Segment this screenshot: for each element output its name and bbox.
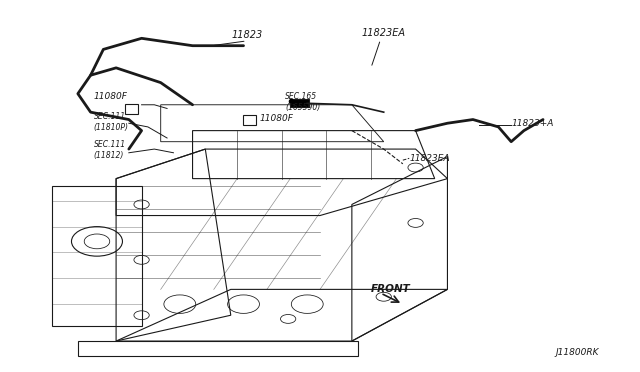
Text: 11080F: 11080F bbox=[94, 92, 127, 101]
Text: 11823+A: 11823+A bbox=[511, 119, 554, 128]
Text: 11823: 11823 bbox=[231, 30, 262, 40]
Text: SEC.165
(165590): SEC.165 (165590) bbox=[285, 92, 320, 112]
FancyBboxPatch shape bbox=[290, 99, 308, 108]
Text: 11080F: 11080F bbox=[259, 114, 293, 123]
Text: 11823EA: 11823EA bbox=[362, 28, 406, 38]
Text: J11800RK: J11800RK bbox=[556, 349, 599, 357]
Text: SEC.111
(11812): SEC.111 (11812) bbox=[94, 140, 126, 160]
Text: SEC.111
(11810P): SEC.111 (11810P) bbox=[94, 112, 129, 132]
Text: 11823EA: 11823EA bbox=[409, 154, 450, 163]
Text: FRONT: FRONT bbox=[371, 284, 411, 294]
